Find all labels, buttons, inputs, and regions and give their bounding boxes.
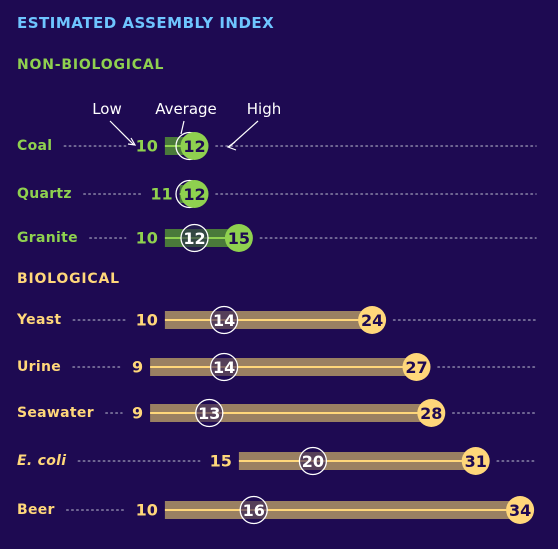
section-heading: BIOLOGICAL bbox=[17, 271, 120, 287]
average-value-label: 13 bbox=[198, 404, 220, 423]
low-value-label: 9 bbox=[132, 358, 143, 377]
average-circle bbox=[298, 446, 328, 476]
category-label: Yeast bbox=[16, 312, 61, 328]
legend-low-arrowhead bbox=[127, 137, 137, 146]
legend-high-arrowhead bbox=[226, 141, 237, 151]
category-label: Beer bbox=[17, 502, 55, 518]
average-value-label: 14 bbox=[213, 358, 235, 377]
high-circle bbox=[402, 353, 431, 381]
high-circle bbox=[224, 224, 253, 252]
high-value-label: 31 bbox=[465, 452, 487, 471]
low-value-label: 15 bbox=[210, 452, 232, 471]
legend-high-label: High bbox=[247, 100, 281, 118]
high-circle bbox=[417, 399, 446, 427]
high-value-label: 34 bbox=[509, 501, 531, 520]
high-value-label: 15 bbox=[228, 229, 250, 248]
section-heading: NON-BIOLOGICAL bbox=[17, 57, 164, 73]
category-label: Urine bbox=[17, 359, 61, 375]
average-circle bbox=[209, 305, 239, 335]
average-value-label: 12 bbox=[183, 229, 205, 248]
high-circle bbox=[180, 180, 209, 208]
legend-average-arrow bbox=[180, 120, 185, 135]
low-value-label: 10 bbox=[136, 229, 158, 248]
low-value-label: 10 bbox=[136, 311, 158, 330]
low-value-label: 10 bbox=[136, 501, 158, 520]
category-label: Coal bbox=[17, 138, 52, 154]
average-circle bbox=[180, 223, 209, 253]
high-value-label: 27 bbox=[405, 358, 427, 377]
legend-low-arrow bbox=[109, 120, 135, 146]
low-value-label: 11 bbox=[150, 185, 172, 204]
high-value-label: 28 bbox=[420, 404, 442, 423]
low-value-label: 10 bbox=[136, 137, 158, 156]
average-circle bbox=[209, 352, 239, 382]
legend-low-label: Low bbox=[92, 100, 122, 118]
average-value-label: 16 bbox=[243, 501, 265, 520]
average-value-label: 20 bbox=[302, 452, 324, 471]
chart-title: ESTIMATED ASSEMBLY INDEX bbox=[17, 14, 274, 32]
high-circle bbox=[180, 132, 209, 160]
category-label: Quartz bbox=[17, 186, 72, 202]
average-circle bbox=[239, 495, 268, 525]
legend-average-label: Average bbox=[155, 100, 217, 118]
high-circle bbox=[461, 447, 490, 475]
low-value-label: 9 bbox=[132, 404, 143, 423]
category-label: Granite bbox=[17, 230, 78, 246]
average-circle bbox=[195, 398, 224, 428]
category-label: E. coli bbox=[17, 453, 66, 469]
high-value-label: 12 bbox=[183, 185, 205, 204]
high-value-label: 24 bbox=[361, 311, 383, 330]
category-label: Seawater bbox=[17, 405, 94, 421]
high-value-label: 12 bbox=[183, 137, 205, 156]
high-circle bbox=[358, 306, 387, 334]
average-value-label: 14 bbox=[213, 311, 235, 330]
high-circle bbox=[506, 496, 535, 524]
